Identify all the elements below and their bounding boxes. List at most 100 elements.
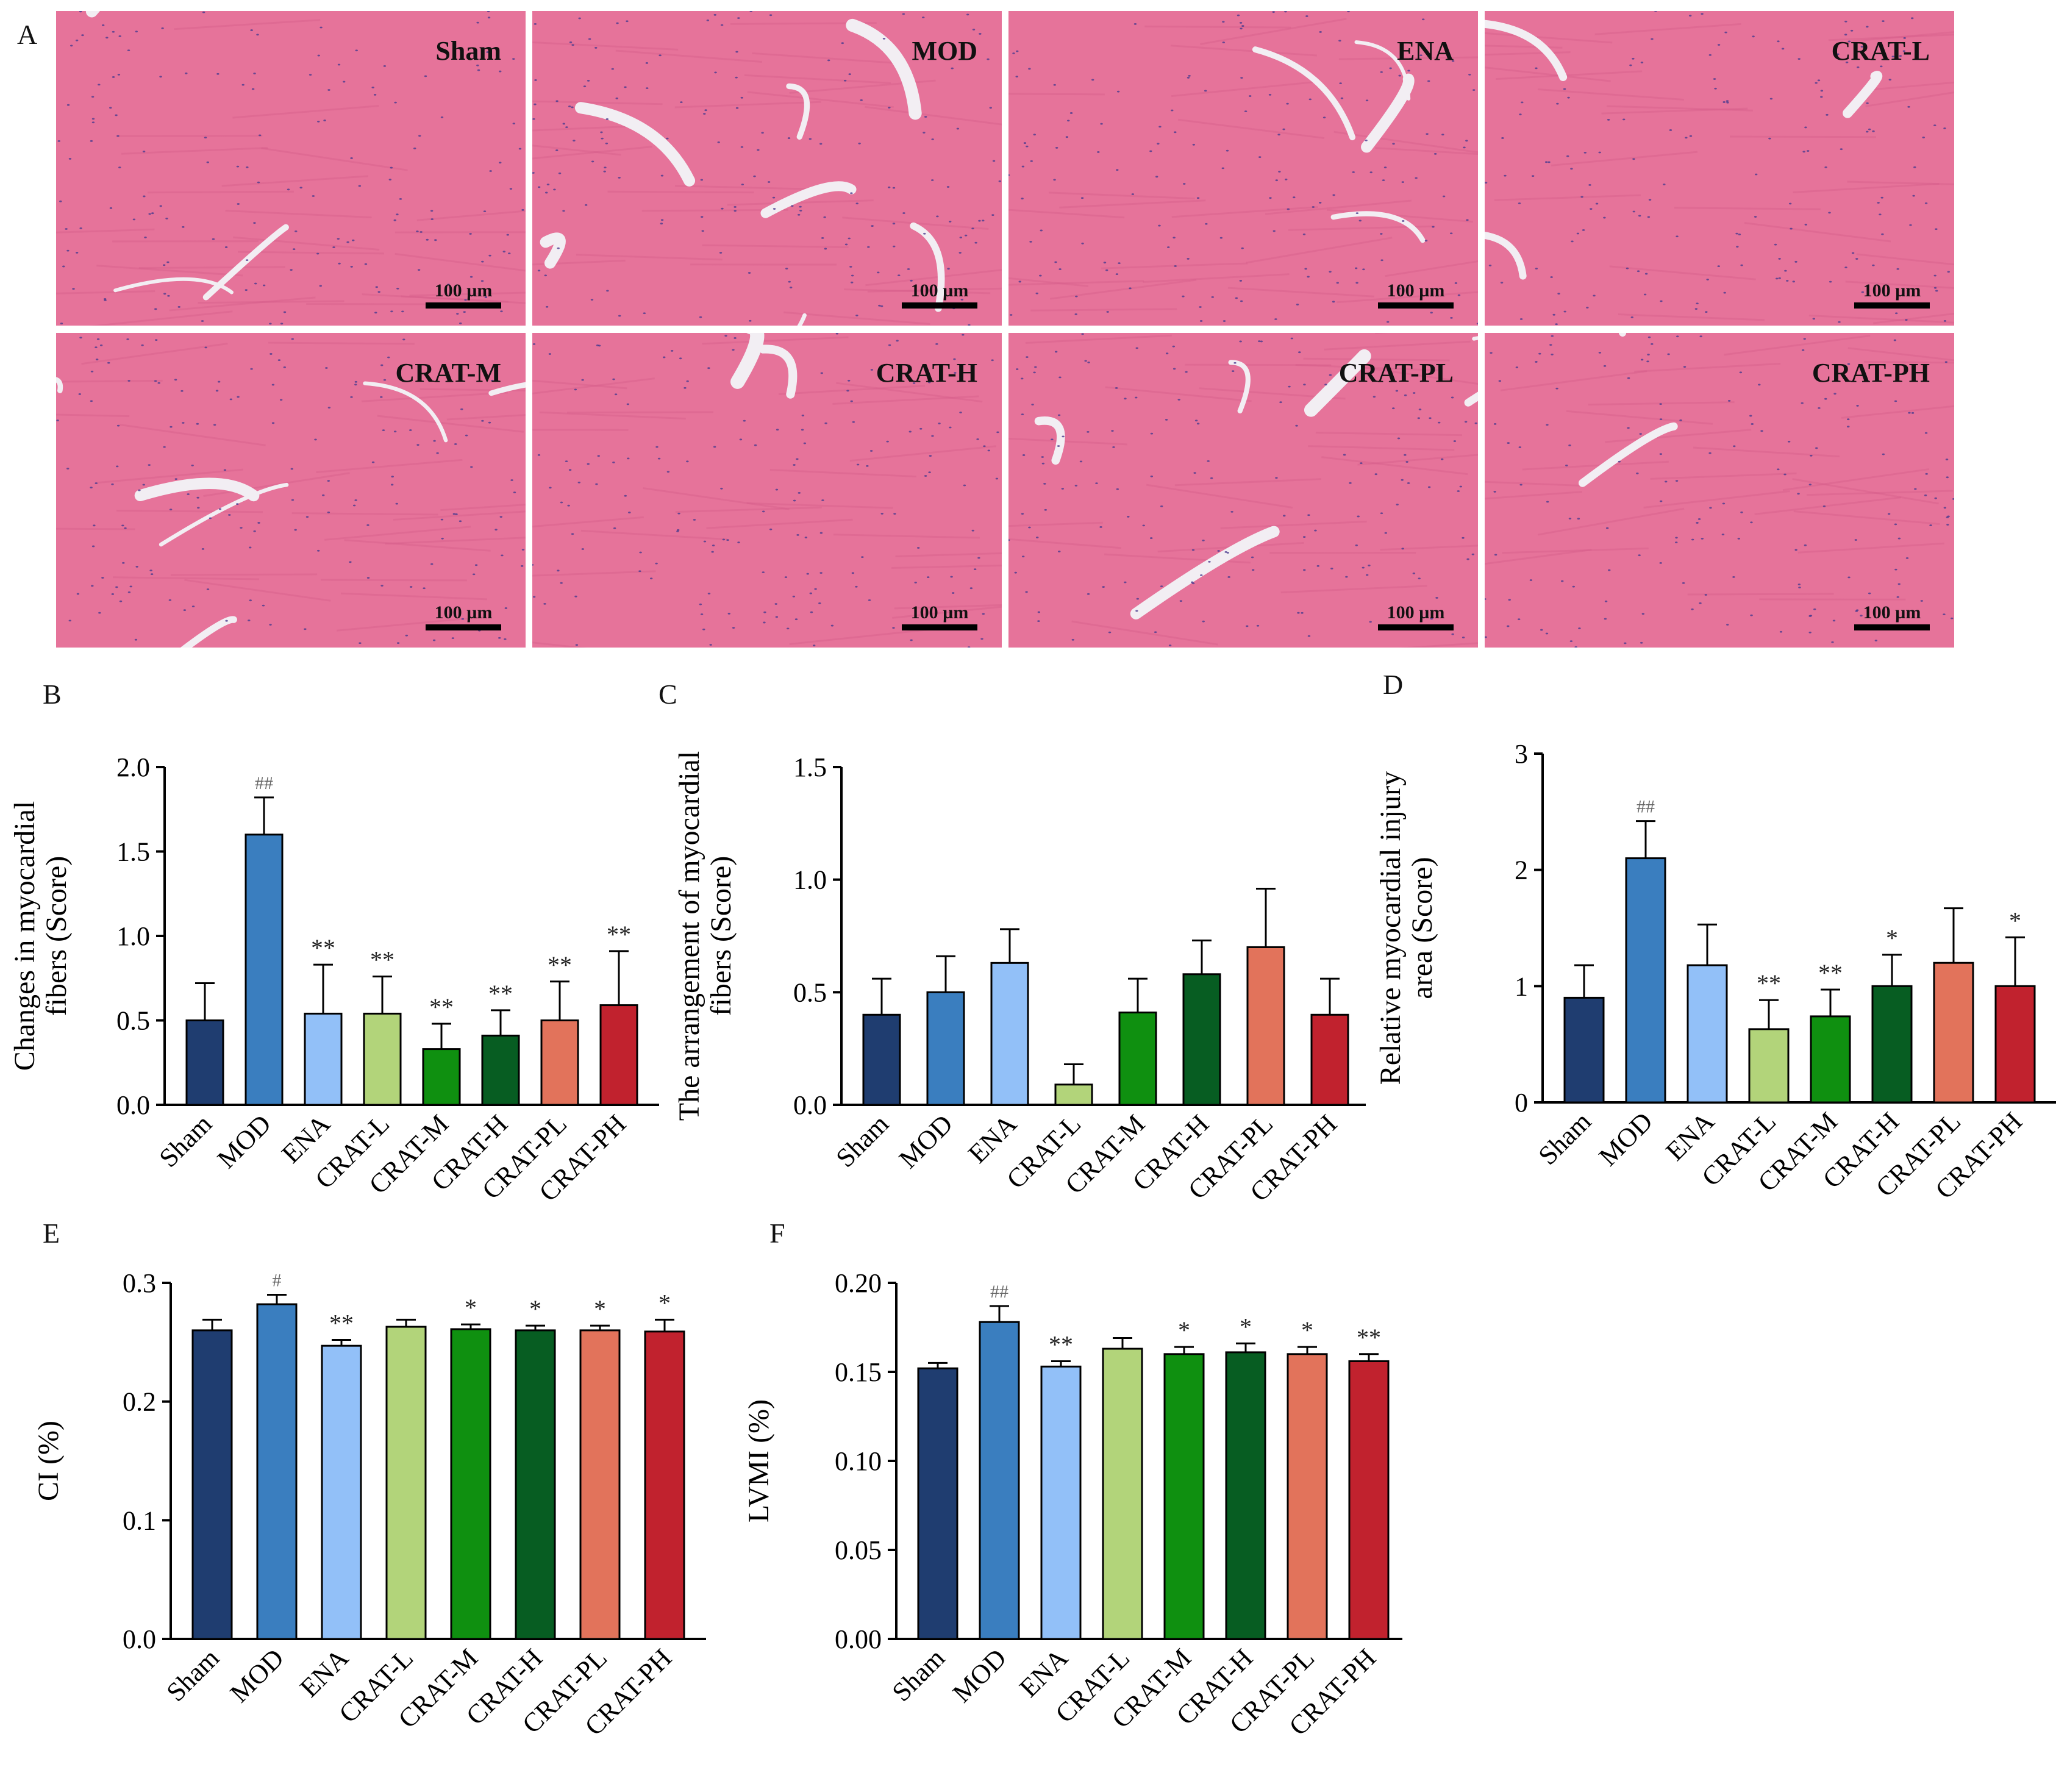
cell-nucleus [796, 458, 799, 460]
cell-nucleus [241, 84, 245, 86]
muscle-fiber-streak [892, 605, 1002, 619]
cell-nucleus [639, 551, 642, 554]
cell-nucleus [1233, 362, 1237, 364]
cell-nucleus [1855, 258, 1858, 260]
muscle-fiber-streak [1008, 93, 1105, 96]
cell-nucleus [769, 528, 773, 530]
cell-nucleus [797, 213, 801, 216]
cell-nucleus [1880, 196, 1883, 199]
x-tick-label: MOD [224, 1643, 290, 1708]
y-tick-label: 0.5 [116, 1006, 150, 1036]
cell-nucleus [606, 290, 609, 292]
cell-nucleus [1603, 365, 1607, 367]
cell-nucleus [60, 323, 63, 324]
muscle-fiber-streak [895, 552, 1002, 557]
muscle-fiber-streak [1174, 478, 1321, 487]
cell-nucleus [721, 207, 724, 210]
cell-nucleus [567, 504, 570, 507]
cell-nucleus [1207, 460, 1210, 462]
cell-nucleus [1529, 579, 1533, 581]
cell-nucleus [253, 222, 256, 224]
cell-nucleus [1103, 262, 1107, 264]
cell-nucleus [1095, 482, 1098, 485]
muscle-fiber-streak [1008, 538, 1121, 549]
cell-nucleus [996, 431, 999, 434]
cell-nucleus [1627, 377, 1630, 379]
bar [862, 1013, 901, 1106]
cell-nucleus [1896, 268, 1899, 270]
muscle-fiber-streak [1841, 405, 1954, 419]
cell-nucleus [1604, 600, 1608, 602]
cell-nucleus [488, 421, 491, 424]
cell-nucleus [799, 209, 802, 212]
cell-nucleus [1336, 282, 1339, 284]
cell-nucleus [1804, 544, 1807, 546]
muscle-fiber-streak [1008, 437, 1127, 446]
cell-nucleus [1465, 140, 1468, 142]
cell-nucleus [432, 639, 436, 641]
cell-nucleus [801, 415, 805, 416]
cell-nucleus [1402, 220, 1405, 222]
cell-nucleus [1776, 277, 1779, 280]
cell-nucleus [1817, 79, 1821, 82]
cell-nucleus [645, 62, 649, 64]
cell-nucleus [409, 586, 413, 588]
cell-nucleus [1028, 526, 1031, 529]
cell-nucleus [1660, 500, 1663, 502]
cell-nucleus [1704, 594, 1707, 596]
cell-nucleus [1944, 361, 1948, 363]
cell-nucleus [104, 299, 107, 301]
cell-nucleus [532, 596, 536, 598]
muscle-fiber-streak [169, 296, 316, 312]
cell-nucleus [1010, 314, 1013, 316]
cell-nucleus [963, 484, 966, 487]
muscle-fiber-streak [1357, 454, 1478, 466]
cell-nucleus [1845, 61, 1849, 63]
cell-nucleus [1343, 454, 1346, 456]
significance-marker: ** [1757, 969, 1781, 997]
cell-nucleus [1205, 223, 1208, 225]
cell-nucleus [1102, 586, 1105, 588]
micrograph-image [1485, 333, 1954, 648]
cell-nucleus [717, 141, 720, 143]
muscle-fiber-streak [615, 49, 762, 63]
cell-nucleus [545, 305, 549, 308]
cell-nucleus [1279, 401, 1282, 404]
micrograph-grid: Sham 100 µm MOD 100 µm ENA 100 µm CRAT-L… [56, 11, 1955, 648]
cell-nucleus [532, 172, 535, 174]
cell-nucleus [583, 85, 587, 88]
cell-nucleus [587, 79, 590, 82]
cell-nucleus [91, 118, 95, 120]
cell-nucleus [1891, 55, 1894, 58]
cell-nucleus [1307, 276, 1310, 278]
muscle-fiber-streak [1724, 335, 1871, 356]
cell-nucleus [317, 120, 320, 123]
cell-nucleus [1135, 347, 1138, 349]
cell-nucleus [401, 310, 404, 313]
cell-nucleus [1091, 79, 1094, 81]
cell-nucleus [1641, 613, 1645, 615]
cell-nucleus [66, 104, 70, 106]
cell-nucleus [1531, 175, 1535, 177]
cell-nucleus [1779, 630, 1783, 633]
cell-nucleus [206, 588, 210, 590]
cell-nucleus [720, 24, 724, 26]
muscle-fiber-streak [56, 228, 155, 234]
cell-nucleus [1485, 636, 1487, 638]
cell-nucleus [294, 529, 297, 531]
cell-nucleus [271, 422, 275, 424]
cell-nucleus [291, 338, 294, 340]
cell-nucleus [521, 209, 524, 211]
muscle-fiber-streak [532, 41, 679, 51]
cell-nucleus [1838, 321, 1841, 323]
cell-nucleus [1909, 224, 1912, 226]
cell-nucleus [605, 118, 609, 120]
cell-nucleus [1784, 270, 1787, 272]
cell-nucleus [1552, 313, 1555, 316]
cell-nucleus [494, 529, 498, 531]
cell-nucleus [848, 379, 851, 382]
cell-nucleus [1550, 276, 1553, 278]
muscle-fiber-streak [532, 146, 652, 160]
significance-marker: ** [548, 951, 572, 979]
cell-nucleus [1608, 569, 1611, 571]
